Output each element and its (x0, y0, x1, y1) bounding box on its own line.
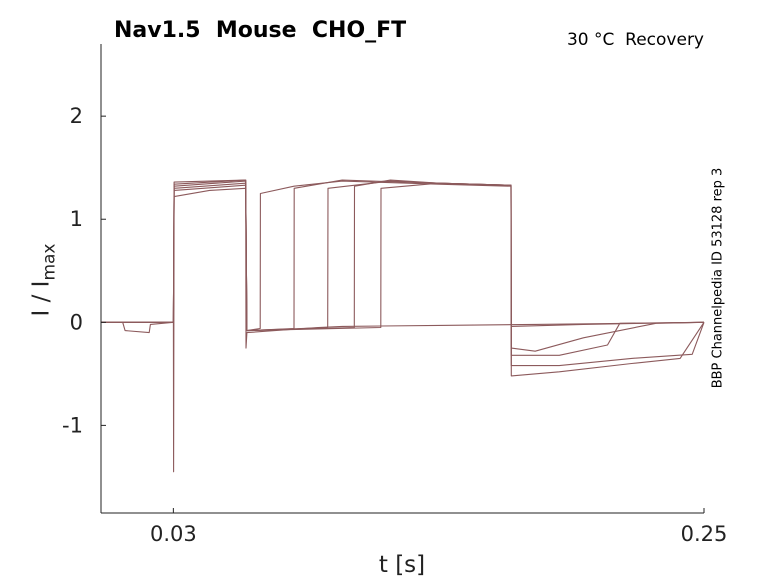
y-axis-label: I / Imax (29, 244, 60, 317)
x-tick-label: 0.25 (681, 522, 728, 546)
y-axis-label-subscript: max (39, 243, 60, 281)
series-trace-4 (101, 180, 705, 356)
series-trace-1 (101, 187, 705, 473)
series-trace-2 (101, 180, 705, 332)
series-layer (101, 179, 705, 473)
x-axis-label: t [s] (378, 552, 426, 578)
x-tick-label: 0.03 (150, 522, 197, 546)
series-trace-3 (101, 179, 705, 352)
axes-layer: 2 1 0 -1 0.03 0.25 (62, 44, 727, 546)
y-tick-label: 0 (70, 310, 83, 334)
chart-title: Nav1.5 Mouse CHO_FT (114, 18, 407, 43)
side-label: BBP Channelpedia ID 53128 rep 3 (710, 167, 726, 389)
y-tick-label: 1 (70, 207, 83, 231)
series-trace-6 (101, 179, 705, 377)
y-tick-label: 2 (70, 104, 83, 128)
y-axis-label-main: I / I (28, 280, 55, 317)
y-tick-label: -1 (62, 413, 83, 437)
chart-subtitle: 30 °C Recovery (566, 30, 704, 50)
series-trace-5 (101, 179, 705, 367)
